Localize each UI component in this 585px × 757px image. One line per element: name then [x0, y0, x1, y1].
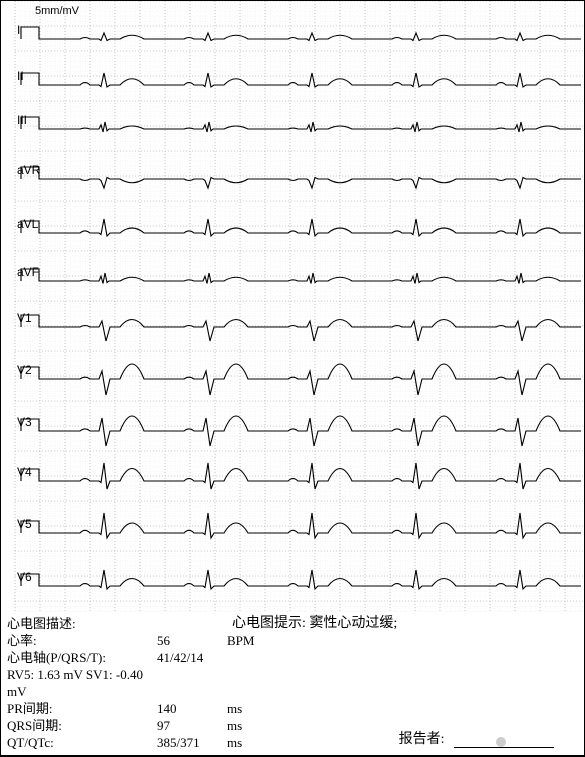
- waveform-V3: [21, 416, 581, 446]
- waveform-II: [21, 73, 581, 87]
- measure-unit: ms: [227, 734, 277, 751]
- measure-label: QT/QTc:: [7, 734, 157, 751]
- prompt-value: 窦性心动过缓;: [309, 616, 397, 631]
- waveform-V5: [21, 513, 581, 538]
- measurement-row: PR间期:140ms: [7, 700, 578, 717]
- measure-value: 140: [157, 700, 227, 717]
- measurement-row: RV5: 1.63 mV SV1: -0.40 mV: [7, 666, 578, 700]
- waveform-aVR: [21, 167, 581, 188]
- signature-line: [454, 747, 554, 748]
- lead-label-V5: V5: [17, 517, 32, 531]
- reporter-label: 报告者:: [399, 732, 445, 747]
- measure-value: 56: [157, 632, 227, 649]
- measure-label: 心率:: [7, 632, 157, 649]
- measure-unit: ms: [227, 717, 277, 734]
- measure-value: 385/371: [157, 734, 227, 751]
- ecg-report-page: 5mm/mV IIIIIIaVRaVLaVFV1V2V3V4V5V6 心电图提示…: [0, 0, 585, 757]
- measure-label: QRS间期:: [7, 717, 157, 734]
- measure-label: 心电轴(P/QRS/T):: [7, 649, 157, 666]
- lead-label-III: III: [17, 113, 27, 127]
- signature-mark-icon: [496, 737, 506, 747]
- calibration-label: 5mm/mV: [35, 5, 79, 17]
- measure-label: PR间期:: [7, 700, 157, 717]
- waveform-V2: [21, 364, 581, 395]
- divider-line: [1, 755, 584, 756]
- measurement-row: 心率:56BPM: [7, 632, 578, 649]
- lead-label-V2: V2: [17, 363, 32, 377]
- reporter-field: 报告者:: [399, 731, 554, 748]
- lead-label-I: I: [17, 23, 20, 37]
- measure-value: 41/42/14: [157, 649, 227, 666]
- waveform-V1: [21, 315, 581, 341]
- ecg-waveforms: [1, 1, 584, 613]
- prompt-label: 心电图提示:: [232, 616, 306, 631]
- ecg-plot-area: 5mm/mV IIIIIIaVRaVLaVFV1V2V3V4V5V6: [1, 1, 584, 613]
- measure-unit: BPM: [227, 632, 277, 649]
- measure-value: [157, 666, 227, 700]
- lead-label-V6: V6: [17, 570, 32, 584]
- lead-label-II: II: [17, 69, 24, 83]
- diagnosis-prompt: 心电图提示: 窦性心动过缓;: [232, 615, 397, 632]
- measure-label: RV5: 1.63 mV SV1: -0.40 mV: [7, 666, 157, 700]
- waveform-aVF: [21, 269, 581, 284]
- measurement-row: 心电轴(P/QRS/T):41/42/14: [7, 649, 578, 666]
- measure-unit: [227, 666, 277, 700]
- measure-value: 97: [157, 717, 227, 734]
- measure-unit: [227, 649, 277, 666]
- waveform-III: [21, 117, 581, 132]
- report-info-panel: 心电图提示: 窦性心动过缓; 心电图描述: 心率:56BPM心电轴(P/QRS/…: [7, 615, 578, 750]
- lead-label-V1: V1: [17, 311, 32, 325]
- waveform-V4: [21, 463, 581, 489]
- waveform-V6: [21, 570, 581, 589]
- lead-label-V3: V3: [17, 415, 32, 429]
- lead-label-V4: V4: [17, 465, 32, 479]
- measure-unit: ms: [227, 700, 277, 717]
- lead-label-aVR: aVR: [17, 163, 40, 177]
- lead-label-aVL: aVL: [17, 217, 38, 231]
- waveform-I: [21, 27, 581, 41]
- lead-label-aVF: aVF: [17, 265, 39, 279]
- waveform-aVL: [21, 219, 581, 236]
